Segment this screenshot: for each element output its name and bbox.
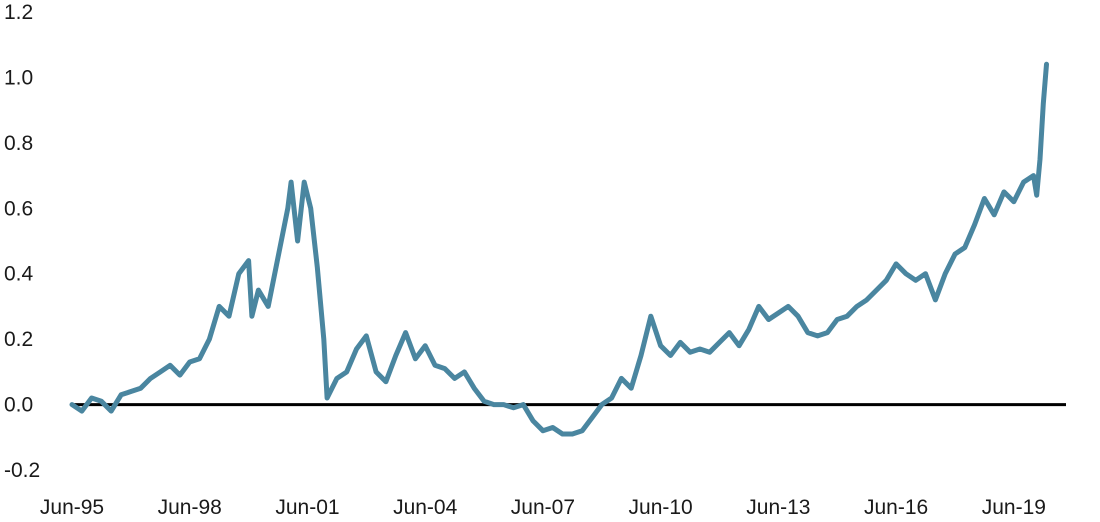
- x-tick-label: Jun-98: [158, 496, 222, 519]
- y-tick-label: 0.2: [4, 328, 33, 351]
- series-line: [69, 61, 1049, 437]
- y-tick-label: 0.6: [4, 197, 33, 220]
- x-tick-label: Jun-07: [511, 496, 575, 519]
- y-tick-label: 0.0: [4, 394, 33, 417]
- x-tick-label: Jun-10: [629, 496, 693, 519]
- y-axis-tick-labels: 1.2 1.0 0.8 0.6 0.4 0.2 0.0 -0.2: [4, 1, 40, 482]
- x-tick-label: Jun-19: [982, 496, 1046, 519]
- y-tick-label: 1.2: [4, 1, 33, 24]
- y-tick-label: -0.2: [4, 459, 40, 482]
- x-axis-tick-labels: Jun-95 Jun-98 Jun-01 Jun-04 Jun-07 Jun-10 Jun-…: [40, 496, 1046, 519]
- y-tick-label: 0.8: [4, 132, 33, 155]
- x-tick-label: Jun-01: [275, 496, 339, 519]
- y-tick-label: 1.0: [4, 66, 33, 89]
- y-tick-label: 0.4: [4, 263, 34, 286]
- x-tick-label: Jun-95: [40, 496, 104, 519]
- x-tick-label: Jun-16: [864, 496, 928, 519]
- x-tick-label: Jun-04: [393, 496, 458, 519]
- x-tick-label: Jun-13: [746, 496, 810, 519]
